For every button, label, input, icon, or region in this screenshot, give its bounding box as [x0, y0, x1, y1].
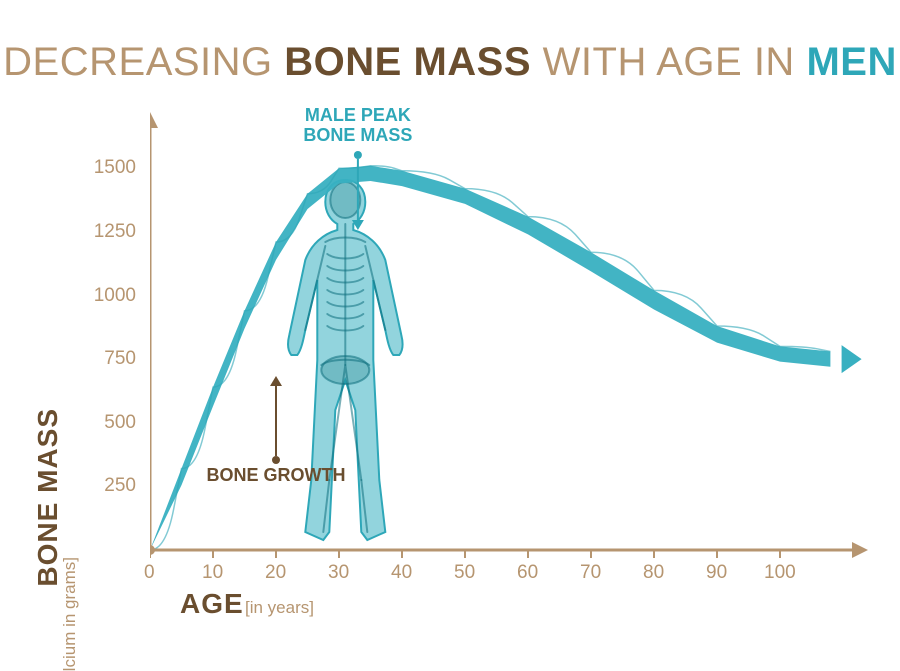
- page-title: DECREASING BONE MASS WITH AGE IN MEN: [0, 40, 900, 85]
- y-tick-label: 1000: [94, 285, 136, 307]
- x-tick-label: 60: [517, 562, 538, 584]
- y-tick-label: 750: [104, 348, 136, 370]
- y-tick-label: 500: [104, 412, 136, 434]
- chart-area: AGE [in years] MALE PEAKBONE MASSBONE GR…: [150, 110, 870, 580]
- y-tick-label: 1250: [94, 221, 136, 243]
- x-tick-label: 90: [706, 562, 727, 584]
- x-tick-label: 50: [454, 562, 475, 584]
- x-tick-label: 20: [265, 562, 286, 584]
- title-part: MEN: [806, 40, 896, 84]
- x-axis-subtitle: [in years]: [245, 598, 314, 618]
- curve-arrowhead: [842, 345, 862, 373]
- growth-arrow: [270, 376, 282, 386]
- growth-annotation: BONE GROWTH: [206, 466, 346, 486]
- x-tick-label: 70: [580, 562, 601, 584]
- stage: DECREASING BONE MASS WITH AGE IN MEN BON…: [0, 0, 900, 671]
- peak-line2: BONE MASS: [303, 125, 412, 145]
- x-tick-label: 40: [391, 562, 412, 584]
- chart-svg: [150, 110, 870, 580]
- human-figure: [288, 180, 403, 540]
- y-tick-label: 250: [104, 475, 136, 497]
- title-part: DECREASING: [3, 40, 284, 84]
- x-tick-label: 100: [764, 562, 796, 584]
- x-tick-label: 80: [643, 562, 664, 584]
- x-tick-label: 0: [144, 562, 155, 584]
- peak-annotation: MALE PEAKBONE MASS: [303, 106, 413, 146]
- x-axis-title: AGE: [180, 588, 244, 620]
- title-part: WITH AGE IN: [543, 40, 807, 84]
- y-axis-subtitle: [total mass of sceletal calcium in grams…: [60, 557, 80, 671]
- x-axis-arrow: [852, 542, 868, 558]
- peak-line1: MALE PEAK: [305, 105, 411, 125]
- x-tick-label: 10: [202, 562, 223, 584]
- y-tick-label: 1500: [94, 157, 136, 179]
- bone-mass-curve: [150, 166, 830, 550]
- y-axis-arrow: [150, 112, 158, 128]
- title-part: BONE MASS: [284, 40, 542, 84]
- x-tick-label: 30: [328, 562, 349, 584]
